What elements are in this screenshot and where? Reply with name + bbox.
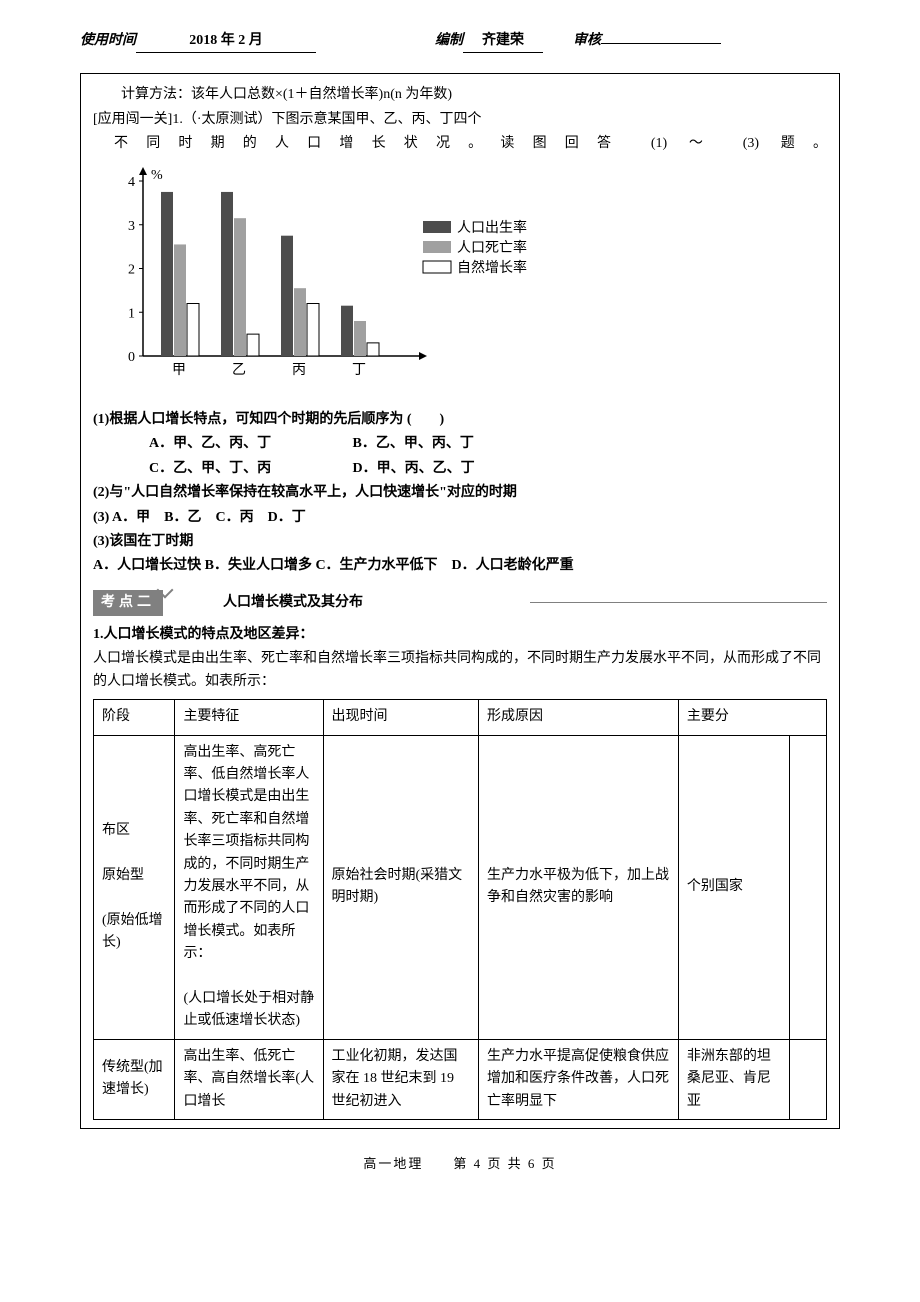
kaodian2-title: 人口增长模式及其分布 — [203, 592, 520, 614]
table-cell: 高出生率、高死亡率、低自然增长率人口增长模式是由出生率、死亡率和自然增长率三项指… — [175, 735, 323, 1039]
page-header: 使用时间 2018 年 2 月 编制 齐建荣 审核 — [80, 30, 840, 53]
table-header-cell: 出现时间 — [323, 700, 478, 735]
svg-text:丙: 丙 — [292, 363, 306, 378]
svg-text:自然增长率: 自然增长率 — [457, 259, 527, 276]
q1-A: A．甲、乙、丙、丁 — [149, 433, 349, 455]
author-value: 齐建荣 — [463, 30, 543, 53]
app-intro: [应用闯一关]1.（·太原测试）下图示意某国甲、乙、丙、丁四个 — [93, 109, 827, 131]
table-header-cell: 形成原因 — [479, 700, 679, 735]
review-label: 审核 — [573, 30, 601, 52]
svg-text:乙: 乙 — [232, 362, 246, 378]
table-cell: 布区 原始型 (原始低增长) — [94, 735, 175, 1039]
svg-text:4: 4 — [128, 175, 135, 190]
table-cell: 工业化初期，发达国家在 18 世纪末到 19 世纪初进入 — [323, 1039, 478, 1119]
table-cell: 非洲东部的坦桑尼亚、肯尼亚 — [678, 1039, 789, 1119]
use-time-value: 2018 年 2 月 — [136, 30, 316, 53]
svg-text:人口出生率: 人口出生率 — [457, 219, 527, 236]
svg-text:0: 0 — [128, 350, 135, 365]
q1-stem: (1)根据人口增长特点，可知四个时期的先后顺序为 ( ) — [93, 409, 827, 431]
svg-text:甲: 甲 — [172, 363, 186, 378]
page-footer: 高一地理 第 4 页 共 6 页 — [80, 1154, 840, 1175]
svg-text:1: 1 — [128, 306, 135, 321]
kaodian-underline — [530, 602, 827, 603]
svg-text:3: 3 — [128, 218, 135, 233]
svg-text:2: 2 — [128, 262, 135, 277]
svg-text:人口死亡率: 人口死亡率 — [457, 239, 527, 256]
table-cell: 原始社会时期(采猎文明时期) — [323, 735, 478, 1039]
q3-opts: A．人口增长过快 B．失业人口增多 C．生产力水平低下 D．人口老龄化严重 — [93, 555, 827, 577]
q1-B: B．乙、甲、丙、丁 — [353, 433, 553, 455]
table-cell: 个别国家 — [678, 735, 789, 1039]
growth-mode-table: 阶段主要特征出现时间形成原因主要分布区 原始型 (原始低增长)高出生率、高死亡率… — [93, 699, 827, 1120]
table-header-cell: 阶段 — [94, 700, 175, 735]
author-label: 编制 — [435, 30, 463, 52]
table-cell: 高出生率、低死亡率、高自然增长率(人口增长 — [175, 1039, 323, 1119]
table-cell — [789, 1039, 826, 1119]
app-intro2: 不同时期的人口增长状况。读图回答 (1) ～ (3) 题。 — [93, 133, 827, 155]
section1-text: 人口增长模式是由出生率、死亡率和自然增长率三项指标共同构成的，不同时期生产力发展… — [93, 648, 827, 693]
review-value — [601, 43, 721, 44]
kaodian2-tag: 考点二 — [93, 590, 163, 616]
q1-opts-row2: C．乙、甲、丁、丙 D．甲、丙、乙、丁 — [93, 458, 827, 480]
section1-heading: 1.人口增长模式的特点及地区差异： — [93, 624, 827, 646]
table-cell — [789, 735, 826, 1039]
kaodian2-row: 考点二 人口增长模式及其分布 — [93, 590, 827, 616]
q1-opts-row1: A．甲、乙、丙、丁 B．乙、甲、丙、丁 — [93, 433, 827, 455]
q1-D: D．甲、丙、乙、丁 — [353, 458, 553, 480]
q2-stem: (2)与"人口自然增长率保持在较高水平上，人口快速增长"对应的时期 — [93, 482, 827, 504]
table-cell: 生产力水平提高促使粮食供应增加和医疗条件改善，人口死亡率明显下 — [479, 1039, 679, 1119]
content-box: 计算方法：该年人口总数×(1＋自然增长率)n(n 为年数) [应用闯一关]1.（… — [80, 73, 840, 1129]
bar-chart: 0 1 2 3 4% 甲 乙 丙 丁 人口出生率人口死亡率自然增长率 — [103, 166, 827, 394]
q1-C: C．乙、甲、丁、丙 — [149, 458, 349, 480]
table-header-cell: 主要分 — [678, 700, 826, 735]
svg-text:%: % — [151, 168, 163, 183]
svg-text:丁: 丁 — [352, 363, 366, 378]
table-cell: 传统型(加速增长) — [94, 1039, 175, 1119]
formula-text: 计算方法：该年人口总数×(1＋自然增长率)n(n 为年数) — [93, 84, 827, 106]
table-header-cell: 主要特征 — [175, 700, 323, 735]
table-cell: 生产力水平极为低下，加上战争和自然灾害的影响 — [479, 735, 679, 1039]
q3-stem: (3)该国在丁时期 — [93, 531, 827, 553]
q2-opts: (3) A．甲 B．乙 C．丙 D．丁 — [93, 507, 827, 529]
use-time-label: 使用时间 — [80, 30, 136, 52]
